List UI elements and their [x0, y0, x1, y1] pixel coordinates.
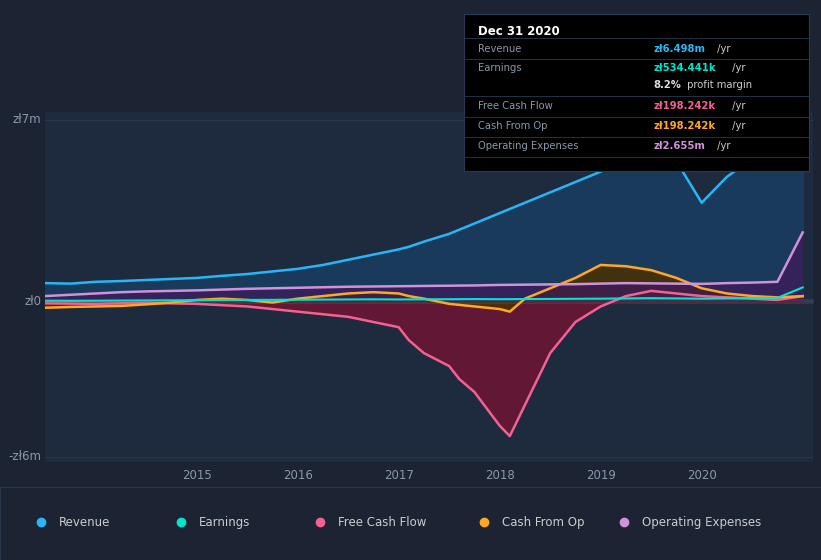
- Text: zł7m: zł7m: [12, 113, 41, 126]
- Text: zł198.242k: zł198.242k: [654, 121, 716, 131]
- Text: /yr: /yr: [714, 142, 731, 152]
- Text: /yr: /yr: [729, 63, 745, 73]
- Text: -zł6m: -zł6m: [8, 450, 41, 463]
- Text: /yr: /yr: [714, 44, 731, 54]
- Text: zł6.498m: zł6.498m: [654, 44, 705, 54]
- Text: Operating Expenses: Operating Expenses: [642, 516, 761, 529]
- Text: zł0: zł0: [25, 295, 41, 308]
- Text: profit margin: profit margin: [684, 80, 752, 90]
- Text: Cash From Op: Cash From Op: [502, 516, 585, 529]
- Text: Cash From Op: Cash From Op: [478, 121, 547, 131]
- Text: zł198.242k: zł198.242k: [654, 101, 716, 111]
- Text: /yr: /yr: [729, 101, 745, 111]
- Text: zł2.655m: zł2.655m: [654, 142, 705, 152]
- Text: Revenue: Revenue: [478, 44, 521, 54]
- Text: 8.2%: 8.2%: [654, 80, 681, 90]
- Text: Earnings: Earnings: [478, 63, 521, 73]
- Text: Earnings: Earnings: [199, 516, 250, 529]
- Text: Operating Expenses: Operating Expenses: [478, 142, 578, 152]
- Text: Revenue: Revenue: [59, 516, 111, 529]
- Text: Dec 31 2020: Dec 31 2020: [478, 25, 559, 38]
- Text: /yr: /yr: [729, 121, 745, 131]
- Text: Free Cash Flow: Free Cash Flow: [338, 516, 427, 529]
- Text: zł534.441k: zł534.441k: [654, 63, 716, 73]
- Text: Free Cash Flow: Free Cash Flow: [478, 101, 553, 111]
